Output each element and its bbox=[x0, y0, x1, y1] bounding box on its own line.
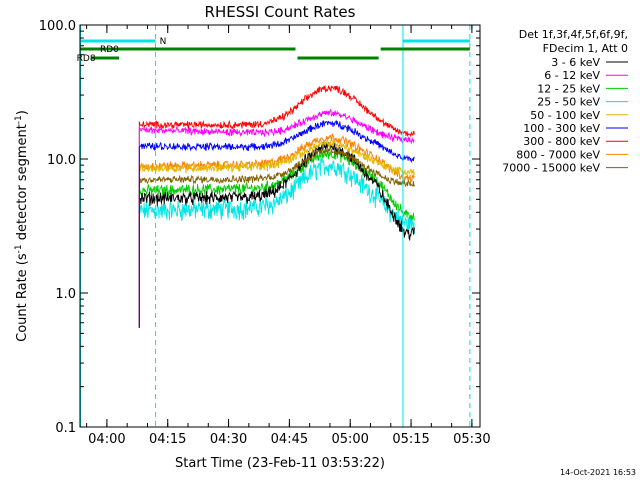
x-tick-label: 04:15 bbox=[149, 432, 186, 447]
legend-entry-label: 7000 - 15000 keV bbox=[502, 162, 600, 175]
markers-layer bbox=[80, 25, 471, 427]
legend-entry-label: 100 - 300 keV bbox=[523, 122, 600, 135]
legend-entry-label: 25 - 50 keV bbox=[537, 96, 600, 109]
legend-header: FDecim 1, Att 0 bbox=[543, 42, 628, 55]
y-tick-label: 0.1 bbox=[55, 421, 76, 436]
series-layer bbox=[138, 84, 415, 328]
y-axis-label-part: detector segment bbox=[15, 124, 30, 244]
x-axis: 04:00 04:15 04:30 04:45 05:00 05:15 05:30 bbox=[86, 25, 491, 447]
y-axis-label: Count Rate (s-1 detector segment-1) bbox=[14, 110, 30, 342]
attenuator-bar-label: N bbox=[160, 37, 167, 47]
legend-entry-label: 300 - 800 keV bbox=[523, 135, 600, 148]
y-axis-label-part: ) bbox=[15, 110, 30, 115]
legend: Det 1f,3f,4f,5f,6f,9f,FDecim 1, Att 03 -… bbox=[502, 28, 628, 175]
y-tick-label: 10.0 bbox=[47, 153, 76, 168]
x-tick-label: 04:30 bbox=[210, 432, 247, 447]
instrument-state-bars: N RD0 RD8 bbox=[77, 37, 470, 64]
y-tick-label: 1.0 bbox=[55, 287, 76, 302]
x-tick-label: 04:00 bbox=[88, 432, 125, 447]
plot-frame bbox=[79, 24, 481, 428]
decimation-bar-label: RD8 bbox=[77, 54, 96, 64]
legend-entry-label: 3 - 6 keV bbox=[551, 56, 600, 69]
chart-title: RHESSI Count Rates bbox=[205, 3, 356, 21]
x-tick-label: 05:00 bbox=[331, 432, 368, 447]
series-line bbox=[138, 148, 415, 328]
legend-entry-label: 6 - 12 keV bbox=[544, 69, 600, 82]
x-tick-label: 04:45 bbox=[271, 432, 308, 447]
legend-entry-label: 800 - 7000 keV bbox=[516, 148, 600, 161]
legend-entry-label: 12 - 25 keV bbox=[537, 82, 600, 95]
x-tick-label: 05:15 bbox=[392, 432, 429, 447]
y-tick-label: 100.0 bbox=[39, 19, 76, 34]
series-line bbox=[138, 141, 415, 328]
legend-header: Det 1f,3f,4f,5f,6f,9f, bbox=[519, 28, 628, 41]
series-line bbox=[138, 156, 415, 328]
series-line bbox=[138, 109, 415, 328]
series-line bbox=[138, 119, 415, 328]
series-line bbox=[138, 139, 415, 328]
legend-entry-label: 50 - 100 keV bbox=[530, 109, 600, 122]
x-tick-label: 05:30 bbox=[453, 432, 490, 447]
date-stamp: 14-Oct-2021 16:53 bbox=[560, 468, 636, 477]
decimation-bar-label: RD0 bbox=[100, 45, 119, 55]
y-axis: 0.1 1.0 10.0 100.0 bbox=[39, 19, 480, 436]
x-axis-label: Start Time (23-Feb-11 03:53:22) bbox=[175, 456, 385, 471]
y-axis-label-part: Count Rate (s bbox=[15, 253, 30, 342]
y-axis-label-superscript: -1 bbox=[14, 244, 24, 253]
series-line bbox=[138, 84, 415, 328]
series-line bbox=[138, 147, 415, 328]
y-axis-label-superscript: -1 bbox=[14, 115, 24, 124]
